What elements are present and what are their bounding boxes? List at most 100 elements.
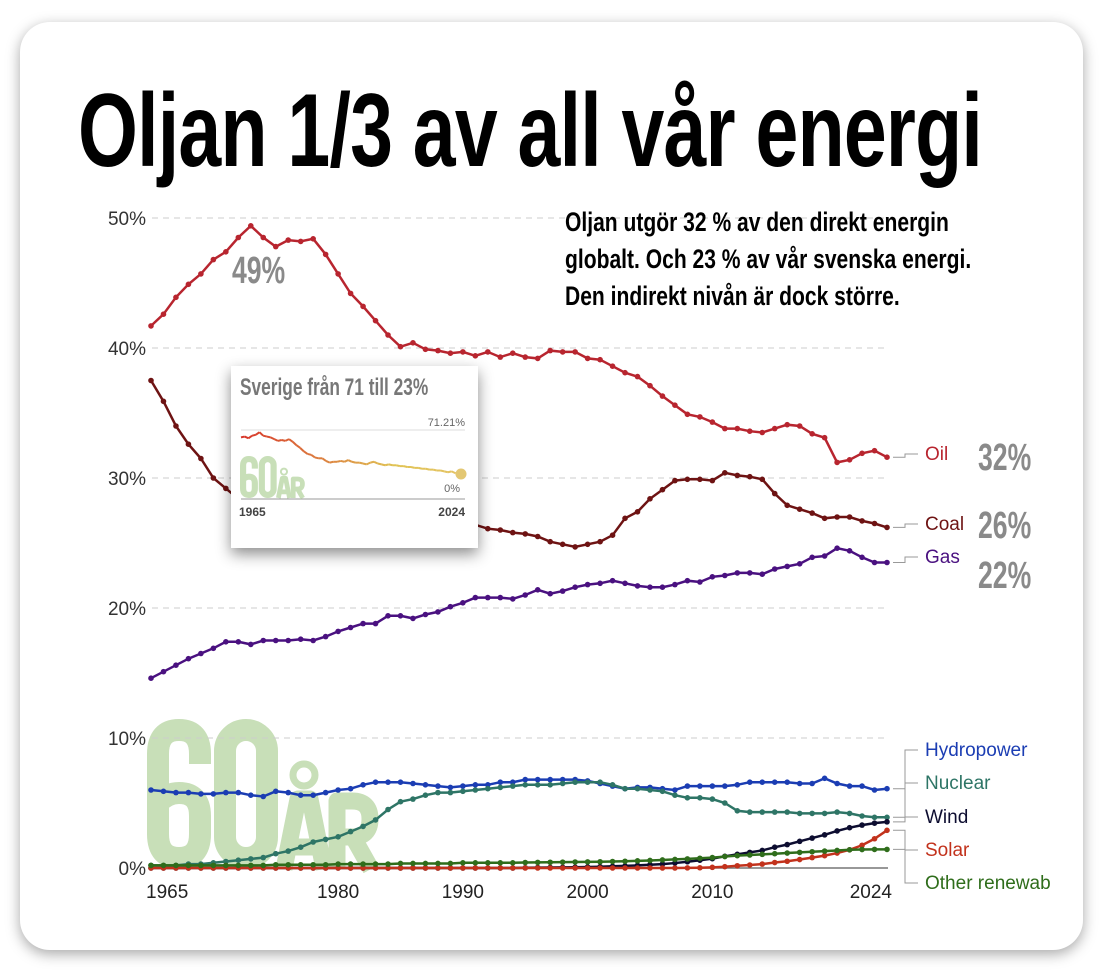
data-point [397, 860, 404, 867]
data-point [884, 819, 890, 825]
data-point [447, 789, 454, 796]
data-point [709, 477, 716, 484]
data-point [534, 776, 541, 783]
inset-line-segment [410, 466, 415, 469]
data-point [322, 836, 329, 843]
data-point [634, 858, 641, 864]
data-point [672, 477, 678, 484]
data-point [597, 356, 603, 363]
data-point [422, 792, 429, 798]
data-point [372, 317, 379, 324]
data-point [771, 425, 778, 432]
series-label: Solar [925, 840, 970, 861]
data-point [173, 862, 179, 869]
data-point [285, 848, 292, 854]
data-point [784, 841, 791, 848]
data-point [534, 533, 541, 540]
data-point [272, 861, 279, 868]
data-point [410, 860, 416, 867]
inset-line-segment [244, 435, 249, 440]
data-point [185, 655, 192, 662]
data-point [722, 470, 728, 476]
data-point [746, 473, 753, 480]
data-point [460, 860, 466, 866]
data-point [410, 796, 416, 802]
data-point [198, 791, 204, 797]
data-point [821, 553, 828, 559]
data-point [447, 784, 454, 791]
inset-line-segment [247, 434, 253, 440]
data-point [672, 792, 678, 798]
data-point [659, 857, 666, 863]
data-point [422, 346, 429, 353]
data-point [834, 809, 840, 815]
data-point [335, 834, 341, 840]
data-point [198, 862, 204, 869]
inset-line-segment [255, 431, 261, 436]
data-point [547, 347, 553, 354]
data-point [647, 857, 653, 864]
data-point [559, 780, 566, 787]
y-tick-label: 20% [108, 599, 146, 620]
watermark-ring [289, 760, 319, 790]
data-point [709, 864, 716, 871]
data-point [709, 419, 716, 425]
watermark-letter-a [275, 790, 333, 871]
data-point [584, 355, 591, 362]
inset-line-segment [292, 441, 298, 446]
data-point [659, 393, 666, 399]
data-point [223, 862, 229, 869]
data-point [198, 650, 204, 657]
series-solar: Solar [148, 827, 970, 871]
data-point [659, 486, 666, 493]
data-point [634, 785, 641, 792]
data-point [634, 373, 641, 380]
data-point [210, 862, 217, 869]
data-point [609, 782, 616, 788]
series-other-renewables: Other renewab [148, 846, 1051, 894]
data-point [684, 476, 691, 483]
data-point [846, 548, 853, 554]
data-point [697, 855, 703, 862]
data-point [247, 223, 254, 229]
data-point [522, 782, 529, 788]
inset-line-segment [266, 435, 271, 439]
data-point [834, 545, 840, 551]
data-point [173, 423, 179, 429]
data-point [310, 861, 316, 868]
data-point [759, 809, 766, 815]
data-point [722, 863, 728, 870]
inset-line-segment [370, 460, 375, 464]
data-point [173, 789, 179, 796]
data-point [572, 779, 578, 785]
x-tick-label: 2010 [691, 882, 733, 903]
data-point [584, 779, 591, 785]
data-point [522, 531, 529, 537]
data-point [360, 865, 366, 871]
data-point [796, 838, 803, 845]
data-point [435, 865, 441, 871]
data-point [360, 782, 366, 788]
data-point [509, 860, 516, 866]
inset-line-segment [373, 460, 379, 465]
data-point [547, 859, 553, 866]
data-point [497, 594, 504, 601]
inset-line-segment [344, 459, 349, 463]
sweden-inset: Sverige från 71 till 23% 71.21% 0% 1965 202… [231, 366, 478, 548]
data-point [821, 848, 828, 854]
data-point [372, 620, 379, 627]
data-point [647, 865, 653, 871]
data-point [796, 849, 803, 856]
data-point [622, 785, 628, 792]
inset-line-segment [329, 460, 334, 464]
data-point [297, 861, 304, 868]
data-point [684, 577, 691, 584]
data-point [272, 850, 279, 857]
data-point [584, 581, 591, 588]
data-point [397, 613, 404, 619]
inset-line-segment [447, 470, 452, 474]
data-point [410, 340, 416, 346]
data-point [247, 792, 254, 798]
data-point [559, 859, 566, 865]
data-point [235, 789, 242, 796]
